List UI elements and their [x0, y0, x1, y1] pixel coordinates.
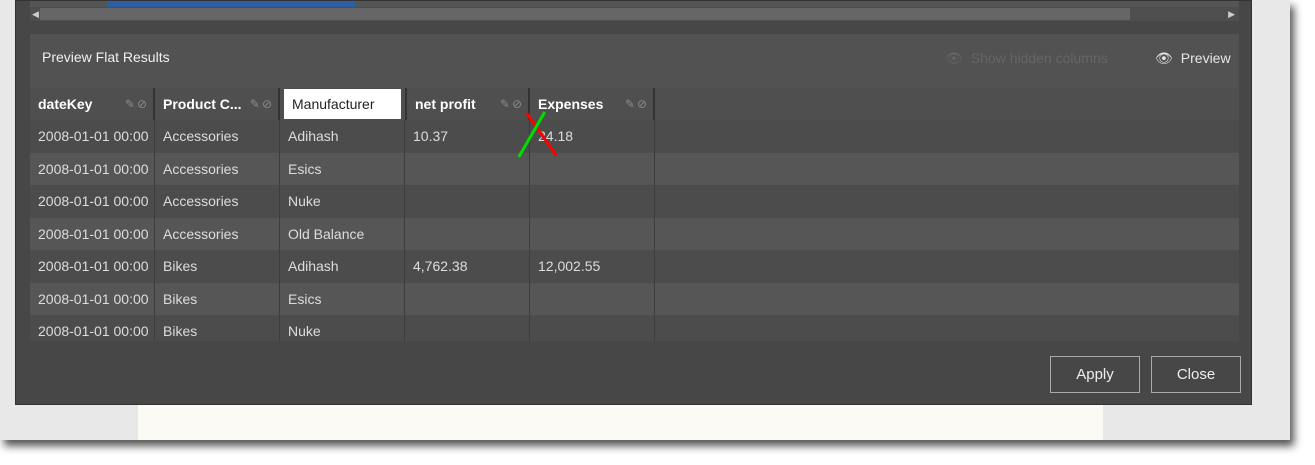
scroll-left-icon[interactable]: ◀ — [32, 9, 39, 19]
horizontal-scrollbar[interactable]: ◀ ▶ — [30, 7, 1239, 21]
column-name-input[interactable]: Manufacturer — [284, 89, 401, 119]
results-grid: dateKey ✎ ⊘ Product C... ✎ ⊘ Manufacturer ne… — [30, 88, 1239, 341]
table-row[interactable]: 2008-01-01 00:00 Accessories Old Balance — [30, 217, 1239, 250]
preview-dialog: ◀ ▶ Preview Flat Results 👁 Show hidden co… — [15, 0, 1252, 405]
table-cell — [530, 282, 655, 315]
table-cell: 2008-01-01 00:00 — [30, 152, 155, 185]
column-strip — [30, 1, 1239, 7]
table-cell: Accessories — [155, 152, 280, 185]
table-cell — [530, 185, 655, 218]
table-cell: Adihash — [280, 120, 405, 153]
column-label: Product C... — [163, 96, 242, 112]
table-cell: Accessories — [155, 185, 280, 218]
table-cell — [405, 282, 530, 315]
table-cell: Adihash — [280, 250, 405, 283]
table-cell: Esics — [280, 152, 405, 185]
column-label: Manufacturer — [292, 96, 375, 112]
eye-slash-icon[interactable]: ⊘ — [636, 97, 647, 111]
column-header-net-profit[interactable]: net profit ✎ ⊘ — [405, 88, 530, 120]
table-cell: 2008-01-01 00:00 — [30, 120, 155, 153]
table-cell: 2008-01-01 00:00 — [30, 282, 155, 315]
apply-button[interactable]: Apply — [1050, 356, 1140, 393]
table-cell: Accessories — [155, 120, 280, 153]
table-cell: 2008-01-01 00:00 — [30, 250, 155, 283]
table-cell: 4,762.38 — [405, 250, 530, 283]
table-cell: Bikes — [155, 250, 280, 283]
pencil-icon[interactable]: ✎ — [249, 97, 260, 111]
column-label: dateKey — [38, 96, 93, 112]
table-cell: 2008-01-01 00:00 — [30, 315, 155, 341]
table-cell — [530, 315, 655, 341]
table-cell: Bikes — [155, 315, 280, 341]
table-cell: Nuke — [280, 315, 405, 341]
show-hidden-label: Show hidden columns — [970, 50, 1108, 66]
eye-slash-icon[interactable]: ⊘ — [136, 97, 147, 111]
table-cell: Nuke — [280, 185, 405, 218]
column-label: net profit — [415, 96, 476, 112]
table-cell — [530, 217, 655, 250]
preview-button[interactable]: 👁 Preview — [1155, 50, 1231, 67]
column-header-expenses[interactable]: Expenses ✎ ⊘ — [530, 88, 655, 120]
column-header-datekey[interactable]: dateKey ✎ ⊘ — [30, 88, 155, 120]
eye-icon: 👁 — [945, 50, 963, 66]
table-row[interactable]: 2008-01-01 00:00 Bikes Adihash 4,762.38 12,0… — [30, 250, 1239, 283]
column-label: Expenses — [538, 96, 604, 112]
table-cell: 10.37 — [405, 120, 530, 153]
table-cell: 2008-01-01 00:00 — [30, 185, 155, 218]
table-row[interactable]: 2008-01-01 00:00 Accessories Esics — [30, 152, 1239, 185]
table-cell — [405, 315, 530, 341]
table-cell — [405, 217, 530, 250]
scroll-right-icon[interactable]: ▶ — [1228, 9, 1235, 19]
table-row[interactable]: 2008-01-01 00:00 Accessories Nuke — [30, 185, 1239, 218]
pencil-icon[interactable]: ✎ — [624, 97, 635, 111]
scrollbar-thumb[interactable] — [40, 8, 1130, 20]
pencil-icon[interactable]: ✎ — [499, 97, 510, 111]
table-row[interactable]: 2008-01-01 00:00 Accessories Adihash 10.37 2… — [30, 120, 1239, 153]
table-row[interactable]: 2008-01-01 00:00 Bikes Esics — [30, 282, 1239, 315]
close-button[interactable]: Close — [1151, 356, 1241, 393]
table-cell — [405, 152, 530, 185]
table-row[interactable]: 2008-01-01 00:00 Bikes Nuke — [30, 315, 1239, 341]
dialog-title: Preview Flat Results — [42, 49, 170, 65]
column-header-product-category[interactable]: Product C... ✎ ⊘ — [155, 88, 280, 120]
table-cell: Bikes — [155, 282, 280, 315]
table-cell: Accessories — [155, 217, 280, 250]
show-hidden-columns-button[interactable]: 👁 Show hidden columns — [945, 50, 1108, 67]
grid-header: dateKey ✎ ⊘ Product C... ✎ ⊘ Manufacturer ne… — [30, 88, 1239, 120]
eye-icon: 👁 — [1155, 50, 1173, 66]
preview-label: Preview — [1180, 50, 1231, 66]
table-cell — [405, 185, 530, 218]
table-cell — [530, 152, 655, 185]
table-cell: 12,002.55 — [530, 250, 655, 283]
pencil-icon[interactable]: ✎ — [124, 97, 135, 111]
table-cell: Esics — [280, 282, 405, 315]
table-cell: 2008-01-01 00:00 — [30, 217, 155, 250]
background-content — [138, 405, 1103, 440]
eye-slash-icon[interactable]: ⊘ — [511, 97, 522, 111]
table-cell: Old Balance — [280, 217, 405, 250]
eye-slash-icon[interactable]: ⊘ — [261, 97, 272, 111]
